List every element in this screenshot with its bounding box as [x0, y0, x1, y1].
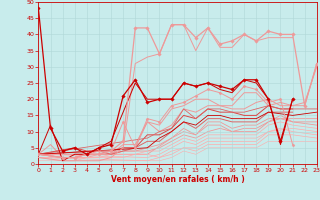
X-axis label: Vent moyen/en rafales ( km/h ): Vent moyen/en rafales ( km/h ) — [111, 175, 244, 184]
